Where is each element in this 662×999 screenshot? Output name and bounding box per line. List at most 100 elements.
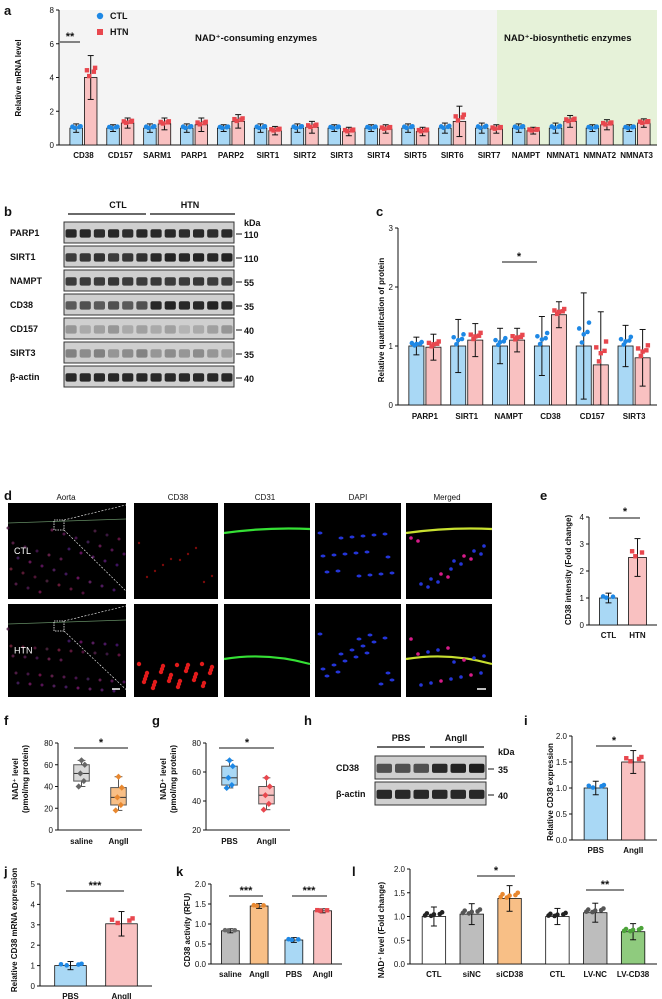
micrograph-speck (86, 540, 90, 544)
data-point-a (373, 124, 378, 129)
blot-band (150, 325, 162, 334)
micrograph-merged-signal (472, 656, 476, 660)
sig-k1: *** (240, 885, 254, 897)
micrograph-signal (194, 546, 198, 550)
micrograph-speck (105, 533, 109, 537)
blot-row-label: SIRT3 (10, 348, 36, 358)
data-point-c (560, 309, 565, 314)
plot-g: 20 40 60 80 PBS AngII (192, 739, 290, 846)
data-point-l (601, 906, 606, 911)
sig-j: *** (89, 880, 103, 892)
blot-band (79, 229, 91, 238)
blot-band (178, 301, 190, 310)
micrograph-endothelium (223, 655, 311, 666)
blot-band (122, 373, 134, 382)
micrograph-speck (38, 673, 42, 677)
micrograph-signal (136, 661, 142, 667)
data-point-c (426, 340, 432, 346)
micrograph-speck (57, 648, 61, 652)
data-point-a (271, 128, 276, 133)
micrograph-speck (33, 646, 37, 650)
data-point-k (261, 903, 266, 908)
blot-band (108, 253, 120, 262)
blot-band (178, 277, 190, 286)
sig-l1: * (494, 865, 499, 877)
y-tick-label-g: 20 (192, 826, 201, 835)
data-point-a (305, 123, 311, 128)
legend-label-htn: HTN (110, 27, 129, 37)
micro-col-cd31: CD31 (255, 493, 276, 502)
micrograph-nucleus (389, 571, 395, 575)
micrograph-signal (186, 552, 190, 556)
bar-htn-cd38 (551, 314, 567, 406)
data-point-a (455, 118, 461, 123)
micrograph-signal (141, 679, 147, 685)
x-tick-label-c: CD157 (580, 412, 605, 421)
blot-band (108, 373, 120, 382)
data-point-a (308, 124, 313, 130)
y-tick-label-e: 4 (580, 513, 585, 522)
micrograph-merged-signal (472, 549, 476, 553)
y-tick-label-e: 2 (580, 567, 585, 576)
data-point-c (473, 334, 478, 339)
y-tick-label-l: 2.0 (394, 865, 406, 874)
blot-band (93, 349, 105, 358)
data-point-g (260, 806, 267, 813)
y-tick-label-f: 0 (49, 826, 54, 835)
micrograph-speck (62, 532, 66, 536)
x-tick-label-l: siNC (463, 970, 481, 979)
data-point-a (535, 126, 540, 132)
data-point-c (638, 353, 644, 359)
micrograph-speck (59, 658, 63, 662)
data-point-c (596, 359, 602, 364)
micrograph-merged-signal (452, 660, 456, 664)
blot-b-group-ctl: CTL (109, 200, 127, 210)
panel-label-i: i (524, 713, 528, 728)
micrograph-merged-layer (405, 527, 493, 535)
blot-band (178, 349, 190, 358)
micrograph-row-label: CTL (14, 546, 31, 556)
zoom-line (63, 502, 135, 521)
micrograph-merged-signal (449, 567, 453, 571)
x-tick-label-c: SIRT3 (623, 412, 646, 421)
micrograph-nucleus (320, 667, 326, 671)
micrograph-speck (47, 657, 51, 661)
biosynthetic-region-label: NAD⁺-biosynthetic enzymes (504, 33, 632, 44)
x-tick-label-i: PBS (588, 846, 605, 855)
micrograph-merged-signal (482, 654, 486, 658)
micrograph-nucleus (338, 536, 344, 540)
blot-band (376, 789, 392, 799)
blot-band (376, 763, 392, 773)
micrograph-merged-signal (469, 557, 473, 561)
micrograph-signal (191, 677, 197, 683)
y-tick-label-e: 0 (580, 621, 585, 630)
data-point-a (219, 125, 225, 131)
micrograph-speck (62, 675, 66, 679)
data-point-l (546, 913, 551, 918)
blot-row-label: PARP1 (10, 228, 39, 238)
data-point-c (455, 337, 461, 343)
data-point-c (603, 339, 609, 344)
y-axis-label-l: NAD⁺ level (Fold change) (377, 882, 386, 979)
data-point-a (637, 119, 643, 124)
y-axis-label-j: Relative CD38 mRNA expression (10, 868, 19, 992)
x-tick-label-e: CTL (601, 631, 617, 640)
micrograph-inset-box (53, 519, 65, 531)
data-point-l (507, 893, 512, 898)
bar-i-0 (583, 787, 608, 841)
data-point-c (586, 320, 592, 325)
data-point-j (127, 918, 132, 923)
blot-band (136, 373, 148, 382)
micrograph-nucleus (353, 551, 359, 555)
micrograph-speck (110, 679, 114, 683)
micrograph-nucleus (371, 640, 377, 644)
data-point-c (436, 339, 441, 344)
micrograph-speck (64, 685, 68, 689)
data-point-l (439, 910, 445, 915)
blot-band (164, 301, 176, 310)
blot-band (395, 763, 411, 773)
y-tick-label-e: 3 (580, 540, 585, 549)
blot-band (178, 229, 190, 238)
micrograph-speck (98, 544, 102, 548)
blot-strip-cd38 (63, 293, 235, 316)
